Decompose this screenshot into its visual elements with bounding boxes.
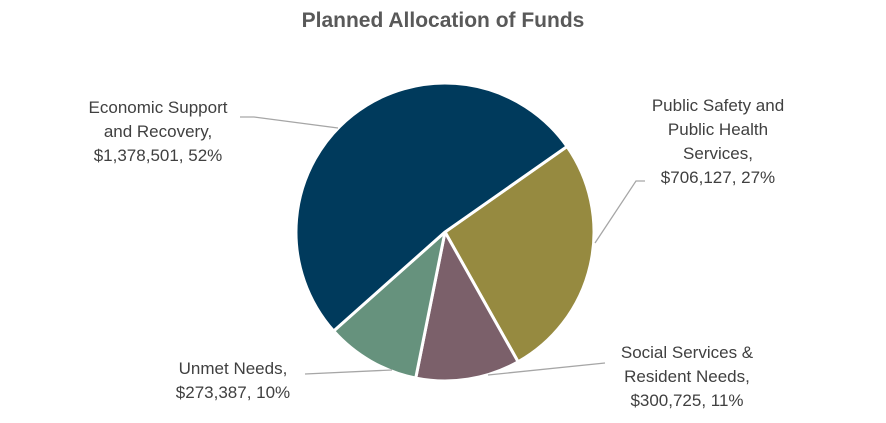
slice-label-line: $300,725, 11%	[630, 391, 743, 410]
slice-label-0: Public Safety and Public Health Services, $…	[652, 96, 784, 187]
leader-line-2	[304, 369, 393, 375]
leader-line-1	[487, 362, 606, 376]
slice-label-1: Social Services & Resident Needs, $300,725…	[621, 343, 754, 410]
slice-label-line: $273,387, 10%	[176, 383, 290, 402]
leader-line-0	[594, 180, 645, 244]
slice-label-line: $706,127, 27%	[661, 168, 775, 187]
slice-label-line: Resident Needs,	[624, 367, 750, 386]
pie-slice-2	[331, 227, 448, 380]
pie-slice-1	[413, 227, 521, 383]
pie-slice-0	[443, 144, 596, 364]
slice-label-line: Unmet Needs,	[179, 359, 288, 378]
slice-label-line: and Recovery,	[104, 122, 212, 141]
slice-label-line: $1,378,501, 52%	[94, 146, 223, 165]
slice-label-line: Public Safety and	[652, 96, 784, 115]
slice-label-line: Public Health	[668, 120, 768, 139]
slice-label-3: Economic Support and Recovery, $1,378,501,…	[89, 98, 228, 165]
slice-label-line: Economic Support	[89, 98, 228, 117]
leader-line-3	[240, 116, 339, 129]
leader-lines	[240, 116, 645, 376]
pie-slices	[294, 81, 596, 383]
slice-labels: Public Safety and Public Health Services, $…	[89, 96, 785, 410]
chart-title: Planned Allocation of Funds	[302, 9, 585, 32]
slice-label-line: Services,	[683, 144, 753, 163]
slice-label-line: Social Services &	[621, 343, 754, 362]
slice-label-2: Unmet Needs, $273,387, 10%	[176, 359, 290, 402]
pie-slice-3	[294, 81, 570, 334]
